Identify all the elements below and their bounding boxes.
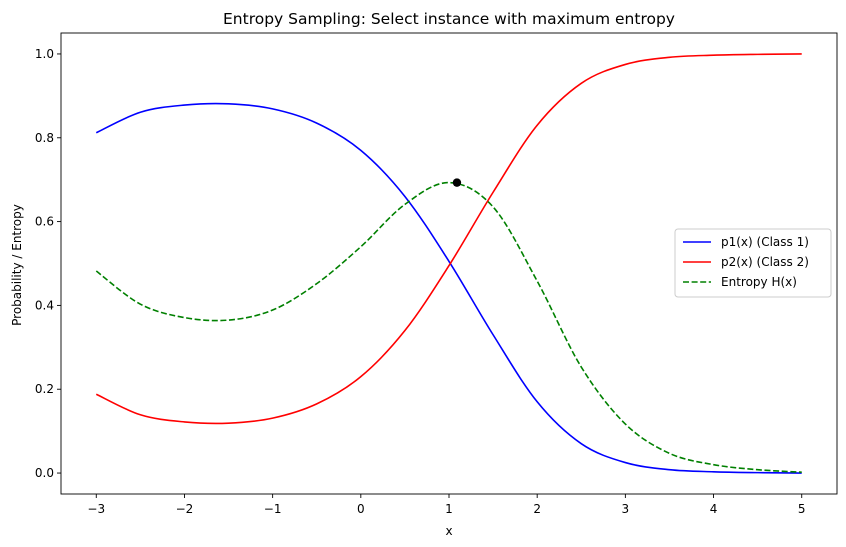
legend: p1(x) (Class 1) p2(x) (Class 2) Entropy H(… (674, 228, 832, 298)
x-tick-label: 3 (622, 502, 630, 516)
y-tick-label: 0.6 (35, 215, 54, 229)
y-tick-label: 0.4 (35, 298, 54, 312)
x-tick-label: 0 (357, 502, 365, 516)
x-tick-label: 2 (533, 502, 541, 516)
x-tick-label: −1 (264, 502, 282, 516)
series-line-entropy-h-x (95, 181, 802, 474)
y-axis-title: Probability / Entropy (10, 204, 24, 326)
legend-label-p1-x-class-1: p1(x) (Class 1) (721, 235, 809, 249)
series-line-p2-x-class-2 (95, 53, 802, 425)
y-tick-label: 1.0 (35, 47, 54, 61)
plot-area: −3 −2 −1 0 1 2 3 4 5 0.0 0.2 0.4 0.6 0.8 1.0 (35, 32, 838, 516)
x-tick-label: 4 (710, 502, 718, 516)
x-axis-title: x (445, 524, 452, 538)
max-entropy-point (452, 178, 462, 187)
x-tick-label: 1 (445, 502, 453, 516)
series-line-p1-x-class-1 (95, 102, 802, 474)
y-tick-label: 0.8 (35, 131, 54, 145)
x-tick-label: −3 (87, 502, 105, 516)
legend-box (674, 228, 832, 298)
chart-title: Entropy Sampling: Select instance with m… (223, 10, 675, 28)
x-tick-label: −2 (176, 502, 194, 516)
x-tick-label: 5 (798, 502, 806, 516)
legend-label-p2-x-class-2: p2(x) (Class 2) (721, 255, 809, 269)
legend-label-entropy-h-x: Entropy H(x) (721, 275, 797, 289)
y-tick-label: 0.2 (35, 382, 54, 396)
y-tick-label: 0.0 (35, 466, 54, 480)
